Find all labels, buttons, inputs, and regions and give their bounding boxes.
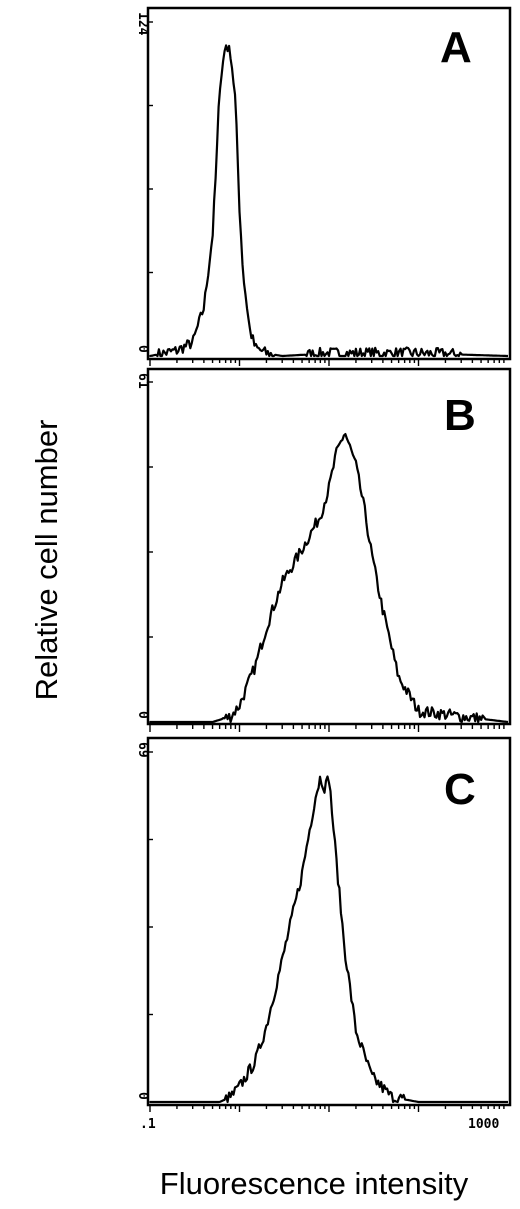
- panel-b-label: B: [444, 391, 476, 440]
- panel-a-ymin-label: 0: [135, 345, 150, 353]
- y-axis-title: Relative cell number: [29, 420, 64, 701]
- panel-c-ymax-label: 69: [135, 742, 150, 758]
- panel-c-histogram-trace: [150, 775, 508, 1104]
- panel-a-ymax-label: 124: [135, 12, 150, 36]
- panel-b-ymax-label: 61: [135, 373, 150, 389]
- panel-a-label: A: [440, 23, 472, 72]
- panel-b-ymin-label: 0: [135, 711, 150, 719]
- panel-c-label: C: [444, 765, 476, 814]
- panel-a-histogram-trace: [149, 44, 508, 358]
- panel-c-ticks: [148, 751, 505, 1112]
- panel-b-histogram-trace: [150, 433, 509, 724]
- x-tick-label-max: 1000: [468, 1117, 499, 1132]
- x-tick-label-min: .1: [140, 1117, 156, 1132]
- panel-a: A 124 0: [135, 6, 512, 366]
- panel-b-ticks: [148, 381, 505, 732]
- panel-c-ymin-label: 0: [135, 1092, 150, 1100]
- panel-a-ticks: [148, 21, 505, 366]
- panel-b-frame: [146, 367, 512, 726]
- panel-c: C 69 0: [135, 736, 512, 1112]
- x-axis-title: Fluorescence intensity: [160, 1166, 469, 1201]
- panel-b: B 61 0: [135, 367, 512, 732]
